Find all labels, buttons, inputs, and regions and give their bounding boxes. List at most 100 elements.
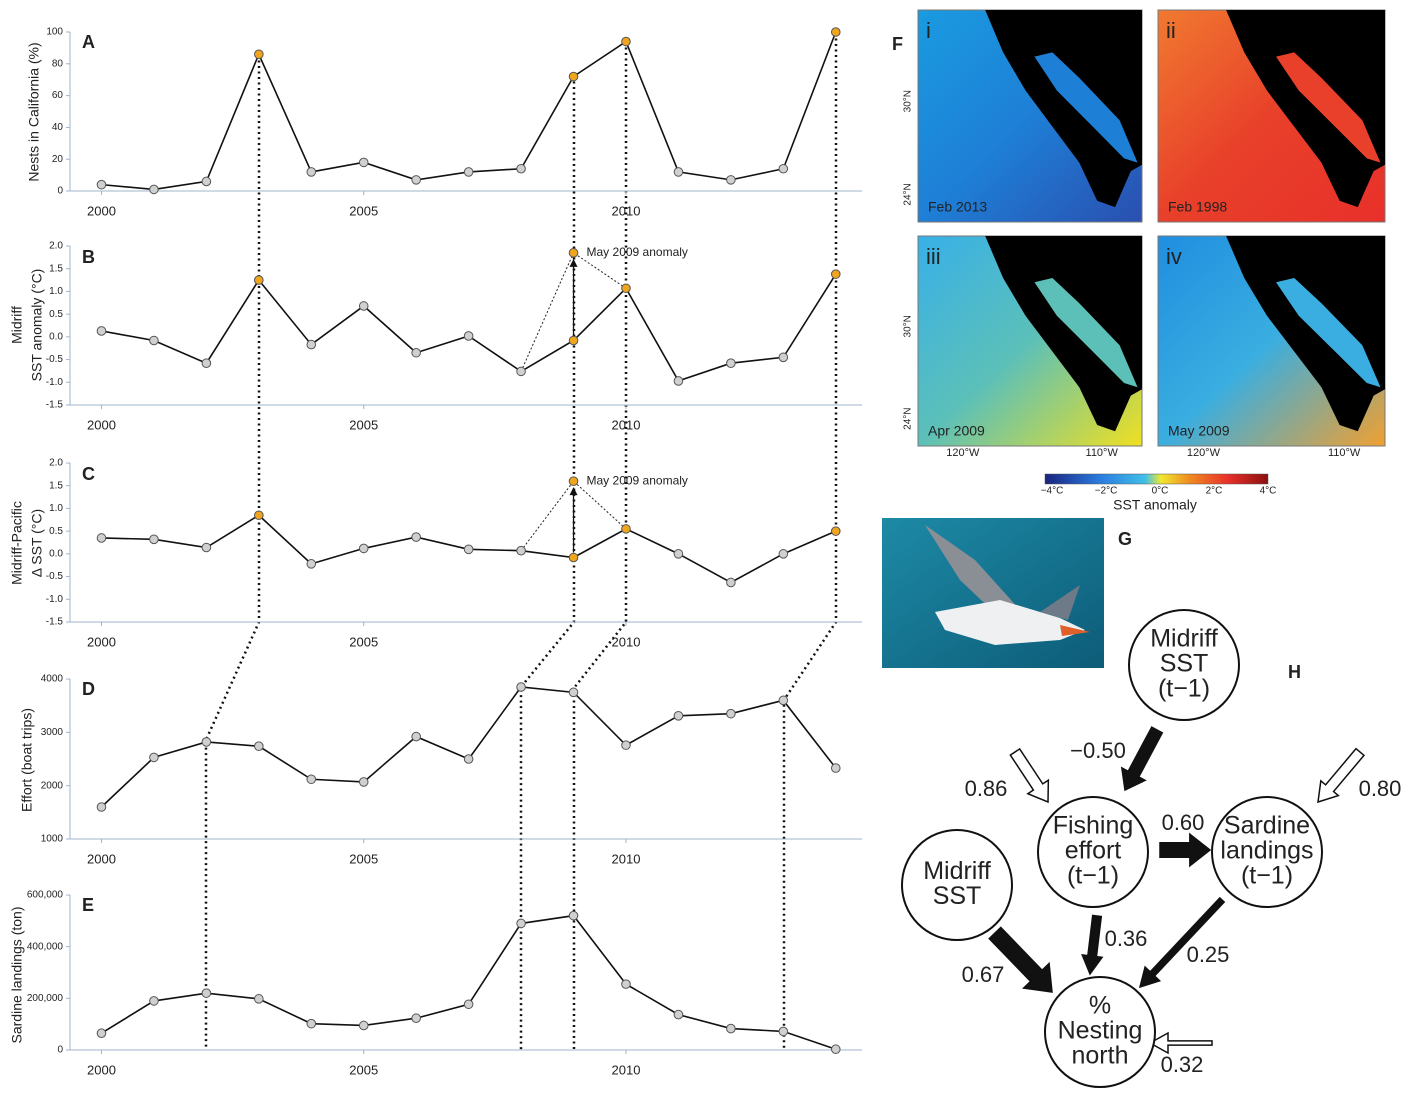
x-tick-label: 2000 [87, 203, 116, 218]
x-tick-label: 2000 [87, 634, 116, 649]
data-point [411, 175, 421, 185]
map-label: i [926, 18, 931, 43]
colorbar-title: SST anomaly [1113, 497, 1197, 513]
data-point [516, 682, 526, 692]
y-tick-label: 60 [52, 90, 64, 101]
y-tick-label: 0 [57, 1045, 63, 1056]
map-gulf [1276, 278, 1381, 388]
panel-letter: E [82, 895, 94, 915]
y-tick-label: 2.0 [49, 241, 63, 252]
data-point [673, 167, 684, 177]
y-tick-label: -1.5 [46, 617, 64, 628]
residual-arrow [1148, 1031, 1213, 1055]
y-tick-label: 0.5 [49, 309, 63, 320]
data-line [101, 273, 837, 382]
lon-label: 120°W [946, 447, 980, 459]
data-point [830, 269, 841, 279]
y-tick-label: 600,000 [27, 890, 64, 901]
data-point [201, 988, 212, 998]
data-point [463, 544, 474, 555]
data-point [254, 994, 264, 1004]
data-line [101, 31, 837, 191]
path-coefficient: −0.50 [1070, 738, 1126, 763]
diagram: H −0.50 0.60 0.36 0.25 0.67 0.86 0.80 0.32 Midrif… [901, 609, 1401, 1088]
node-label: (t−1) [1158, 675, 1210, 703]
y-tick-label: -1.0 [46, 377, 64, 388]
x-tick-label: 2000 [87, 851, 116, 866]
data-point [516, 163, 526, 174]
lat-label: 30°N [903, 315, 914, 337]
annotation-label: May 2009 anomaly [587, 473, 688, 487]
data-point [568, 552, 579, 563]
data-point [358, 543, 369, 554]
node-label: effort [1065, 837, 1122, 865]
x-tick-label: 2010 [612, 417, 641, 432]
panel-letter: B [82, 247, 95, 267]
lon-label: 110°W [1086, 447, 1119, 459]
data-point [830, 526, 841, 536]
annotation-label: May 2009 anomaly [587, 245, 688, 259]
data-line [100, 686, 837, 808]
path-coefficient: 0.25 [1187, 942, 1230, 967]
x-tick-label: 2005 [349, 634, 378, 649]
node-label: Midriff [1150, 625, 1218, 653]
data-point [621, 740, 631, 750]
path-coefficient: 0.60 [1162, 810, 1205, 835]
y-tick-label: 1.5 [49, 480, 63, 491]
map-label: ii [1166, 18, 1176, 43]
data-point [306, 1018, 317, 1029]
lat-label: 24°N [903, 183, 914, 205]
node-label: (t−1) [1241, 862, 1293, 890]
x-tick-label: 2010 [612, 634, 641, 649]
y-tick-label: 400,000 [27, 941, 64, 952]
data-point [254, 49, 264, 60]
bird-wing [925, 525, 1020, 618]
node-label: Midriff [923, 857, 991, 885]
panel: 2.0 1.5 1.0 0.5 0.0 -0.5 -1.0 -1.5 2000 2005 2010 M… [9, 458, 862, 649]
map-land [1226, 10, 1385, 208]
annotation-guide [520, 252, 574, 372]
data-point [254, 275, 264, 285]
data-point [358, 157, 369, 168]
data-point [568, 71, 579, 82]
annotation-guide [573, 252, 627, 289]
data-point [149, 335, 159, 346]
bird-body [935, 600, 1085, 645]
data-point [463, 167, 474, 177]
path-arrow [988, 926, 1053, 993]
data-point [149, 534, 159, 545]
y-axis-label: Nests in California (%) [26, 42, 42, 181]
data-point [201, 737, 212, 747]
panel: 0 20 40 60 80 100 2000 2005 2010 Nests in Califor… [26, 27, 862, 218]
data-point [358, 777, 369, 787]
data-point [830, 1044, 841, 1055]
y-tick-label: 1000 [41, 834, 64, 845]
map-gulf [1034, 52, 1138, 163]
annotation-arrowhead [569, 258, 578, 267]
photo: G [882, 518, 1132, 668]
x-tick-label: 2010 [612, 1062, 641, 1077]
data-point [411, 532, 421, 542]
x-tick-label: 2010 [612, 203, 641, 218]
bird-wing [1040, 585, 1080, 620]
y-tick-label: 40 [52, 122, 64, 133]
x-tick-label: 2005 [349, 203, 378, 218]
map-gulf [1034, 278, 1138, 388]
panel: 1000 2000 3000 4000 2000 2005 2010 Effort (boat… [19, 674, 862, 866]
map-land [985, 236, 1142, 432]
map-date: Feb 2013 [928, 199, 987, 215]
x-tick-label: 2005 [349, 1062, 378, 1077]
data-point [621, 36, 631, 47]
y-axis-label: Midriff-Pacific [9, 501, 25, 585]
lat-label: 24°N [903, 408, 914, 430]
data-line [101, 914, 837, 1050]
data-point [201, 176, 212, 187]
node [1211, 796, 1323, 908]
data-point [516, 545, 526, 556]
map-date: May 2009 [1168, 423, 1230, 439]
node-label: SST [933, 882, 982, 910]
data-point [778, 352, 789, 363]
map-date: Apr 2009 [928, 423, 985, 439]
y-axis-label: Effort (boat trips) [19, 708, 35, 812]
node-label: (t−1) [1067, 862, 1119, 890]
